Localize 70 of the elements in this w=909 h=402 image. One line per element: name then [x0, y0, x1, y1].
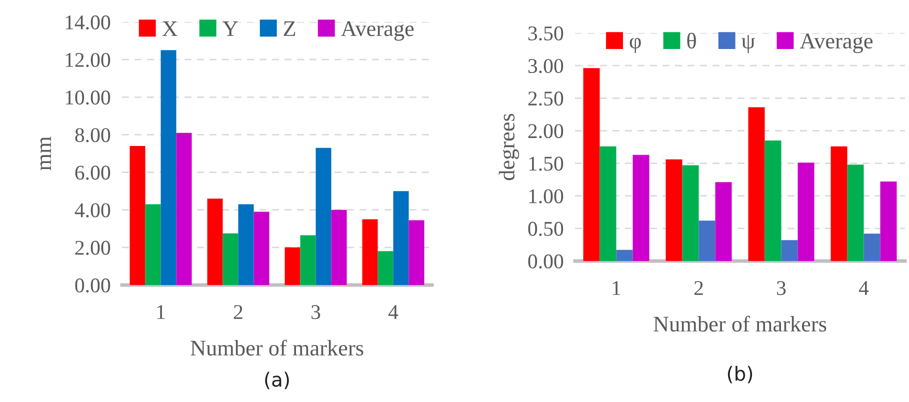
x-tick-label: 4: [858, 281, 869, 295]
legend-label: Average: [800, 34, 873, 54]
bar: [781, 240, 798, 261]
y-tick-label: 6.00: [75, 166, 110, 180]
bar: [130, 146, 146, 285]
y-tick-label: 0.00: [528, 254, 564, 269]
bar: [632, 154, 650, 261]
x-tick-label: 3: [312, 305, 320, 320]
x-axis-title: Number of markers: [190, 340, 364, 356]
y-axis-title: mm: [40, 136, 51, 170]
bar: [300, 235, 316, 285]
y-tick-label: 1.50: [529, 156, 564, 171]
bar: [798, 162, 814, 261]
legend-label: φ: [630, 38, 641, 54]
bar: [583, 68, 600, 261]
bar: [284, 247, 300, 285]
x-axis-title: Number of markers: [654, 316, 826, 332]
y-tick-label: 12.00: [66, 52, 110, 68]
bar: [160, 50, 176, 285]
bar: [316, 148, 332, 285]
bar: [176, 132, 192, 285]
x-tick-label: 2: [694, 281, 703, 295]
bar: [616, 250, 633, 261]
y-tick-label: 14.00: [66, 15, 110, 30]
bar: [698, 220, 716, 261]
y-tick-label: 10.00: [66, 90, 110, 105]
legend-label: Y: [222, 21, 238, 36]
x-tick-label: 4: [388, 305, 398, 319]
bar: [254, 212, 270, 285]
y-tick-label: 8.00: [75, 128, 110, 142]
bar: [847, 164, 864, 261]
bar: [238, 204, 254, 285]
bar: [880, 182, 897, 261]
y-tick-label: 1.00: [529, 189, 564, 204]
bar: [666, 159, 682, 261]
legend-label: θ: [687, 32, 696, 49]
bar: [393, 191, 409, 285]
bar: [222, 233, 238, 285]
y-tick-label: 3.00: [528, 58, 564, 74]
bar: [830, 146, 848, 261]
bar: [600, 146, 616, 261]
x-tick-label: 1: [157, 305, 165, 319]
y-tick-label: 2.00: [528, 124, 564, 138]
legend-label: Z: [284, 21, 296, 36]
text: (b): [728, 366, 752, 384]
x-tick-label: 3: [777, 281, 786, 296]
y-axis-title: degrees: [498, 114, 520, 180]
bar: [145, 204, 161, 285]
bar: [331, 210, 347, 285]
y-tick-label: 3.50: [528, 26, 564, 41]
x-tick-label: 1: [612, 281, 620, 295]
y-tick-label: 0.00: [75, 278, 110, 293]
x-tick-label: 2: [234, 305, 242, 319]
bar: [764, 140, 782, 261]
bar: [748, 107, 765, 261]
legend-label: ψ: [742, 34, 755, 54]
bar: [362, 219, 378, 285]
bar: [207, 198, 223, 285]
bar: [864, 234, 880, 261]
bar: [408, 220, 424, 285]
legend-label: X: [162, 21, 178, 36]
text: (a): [265, 372, 289, 390]
y-tick-label: 2.50: [528, 92, 564, 106]
bar: [715, 182, 732, 261]
y-tick-label: 4.00: [74, 203, 110, 218]
bar: [682, 165, 699, 261]
y-tick-label: 2.00: [75, 240, 110, 255]
y-tick-label: 0.50: [528, 222, 564, 236]
legend-label: Average: [341, 21, 414, 41]
bar: [378, 251, 394, 285]
